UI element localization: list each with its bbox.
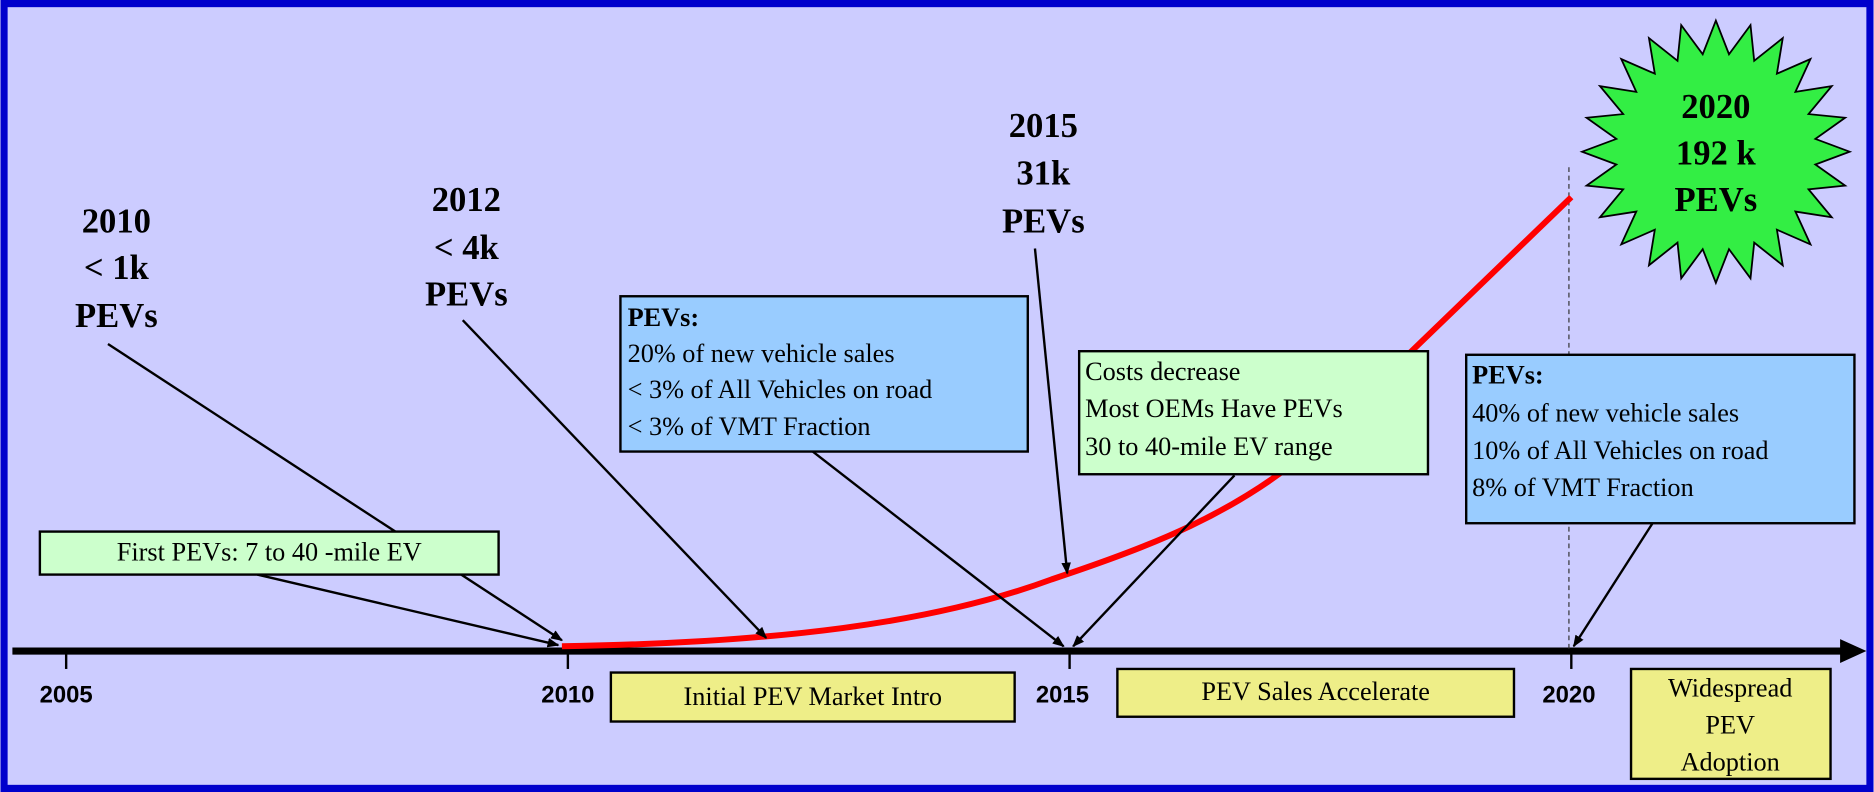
axis-ticks	[64, 651, 1573, 669]
phase-box	[1629, 667, 1832, 781]
milestone-text: PEVs	[425, 275, 508, 313]
tick-label: 2020	[1542, 682, 1595, 709]
starburst-text: 192 k	[1676, 134, 1757, 172]
milestone-text: 2015	[1009, 107, 1078, 145]
note-box	[38, 530, 500, 576]
axis-arrow	[1840, 639, 1867, 663]
phase-text: Adoption	[1681, 748, 1780, 777]
milestone-text: PEVs	[1002, 203, 1085, 241]
milestone-text: 31k	[1016, 155, 1071, 193]
connectors	[107, 248, 1654, 648]
tick-label: 2005	[40, 682, 93, 709]
note-text: 20% of new vehicle sales	[628, 339, 895, 368]
note-text: 30 to 40-mile EV range	[1085, 432, 1333, 461]
note-text: Most OEMs Have PEVs	[1085, 394, 1343, 423]
note-box	[1464, 353, 1856, 525]
phase-text: Widespread	[1668, 673, 1792, 702]
note-title: PEVs:	[1472, 361, 1543, 390]
phase-text: Initial PEV Market Intro	[684, 682, 942, 711]
milestone-text: 2010	[82, 203, 151, 241]
note-text: 10% of All Vehicles on road	[1472, 436, 1768, 465]
milestone-text: 2012	[432, 181, 501, 219]
growth-curve	[561, 194, 1574, 650]
tick-label: 2015	[1036, 682, 1089, 709]
tick-label: 2010	[541, 682, 594, 709]
phase-text: PEV Sales Accelerate	[1201, 677, 1430, 706]
note-text: Costs decrease	[1085, 357, 1240, 386]
note-text: 8% of VMT Fraction	[1472, 473, 1694, 502]
note-text: < 3% of All Vehicles on road	[628, 375, 933, 404]
milestone-text: < 4k	[434, 229, 500, 267]
milestone-text: PEVs	[75, 297, 158, 335]
starburst-text: 2020	[1681, 88, 1750, 126]
note-box	[619, 295, 1029, 453]
note-text: 40% of new vehicle sales	[1472, 399, 1739, 428]
note-text: < 3% of VMT Fraction	[628, 412, 871, 441]
phase-box	[1116, 667, 1516, 718]
phase-box	[609, 671, 1016, 723]
milestone-text: < 1k	[84, 249, 150, 287]
note-text: First PEVs: 7 to 40 -mile EV	[117, 537, 422, 566]
note-title: PEVs:	[628, 303, 700, 332]
note-box	[1077, 350, 1430, 476]
starburst-text: PEVs	[1674, 181, 1757, 219]
starburst	[1579, 18, 1853, 286]
phase-text: PEV	[1705, 711, 1755, 740]
